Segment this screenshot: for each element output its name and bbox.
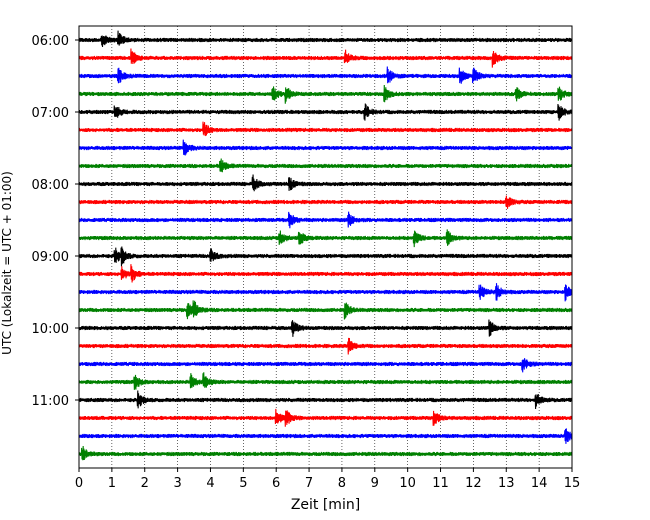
y-tick-label: 09:00 (32, 250, 69, 265)
trace-row (78, 66, 573, 84)
trace-row (78, 30, 573, 47)
trace-row (78, 195, 573, 209)
trace-row (78, 300, 573, 320)
trace-row (78, 428, 573, 444)
trace-row (78, 445, 573, 461)
seismic-traces (78, 30, 573, 461)
x-axis-title: Zeit [min] (291, 497, 360, 513)
x-tick-label: 3 (173, 476, 181, 491)
trace-row (78, 103, 573, 121)
x-tick-label: 2 (141, 476, 149, 491)
y-tick-label: 08:00 (32, 178, 69, 193)
x-tick-label: 15 (564, 476, 581, 491)
trace-row (78, 174, 573, 192)
trace-row (78, 390, 573, 409)
x-axis-ticks: 0 1 2 3 4 5 6 7 8 9 10 11 12 13 14 15 (75, 468, 580, 491)
trace-row (78, 84, 573, 104)
trace-row (78, 48, 573, 68)
trace-row (78, 229, 573, 248)
y-tick-label: 07:00 (32, 106, 69, 121)
x-tick-label: 6 (272, 476, 280, 491)
y-tick-label: 10:00 (32, 322, 69, 337)
x-tick-label: 7 (305, 476, 313, 491)
y-axis-title: UTC (Lokalzeit = UTC + 01:00) (0, 171, 14, 355)
x-tick-label: 10 (399, 476, 416, 491)
trace-row (78, 358, 573, 373)
x-tick-label: 9 (371, 476, 379, 491)
trace-row (78, 139, 573, 156)
trace-row (78, 211, 573, 229)
y-tick-label: 06:00 (32, 34, 69, 49)
trace-row (78, 264, 573, 283)
trace-row (78, 283, 573, 302)
trace-row (78, 372, 573, 390)
x-tick-label: 8 (338, 476, 346, 491)
x-tick-label: 13 (498, 476, 515, 491)
x-tick-label: 1 (108, 476, 116, 491)
x-tick-label: 4 (206, 476, 214, 491)
x-tick-label: 14 (531, 476, 548, 491)
x-tick-label: 0 (75, 476, 83, 491)
trace-row (78, 246, 573, 267)
trace-row (78, 158, 573, 173)
trace-row (78, 121, 573, 137)
trace-row (78, 319, 573, 337)
x-tick-label: 5 (239, 476, 247, 491)
x-tick-label: 11 (432, 476, 449, 491)
x-tick-label: 12 (465, 476, 482, 491)
y-axis-ticks: 06:00 07:00 08:00 09:00 10:00 11:00 (32, 34, 79, 409)
trace-row (78, 408, 573, 427)
plot-frame (78, 25, 573, 469)
y-tick-label: 11:00 (32, 394, 69, 409)
trace-row (78, 337, 573, 355)
